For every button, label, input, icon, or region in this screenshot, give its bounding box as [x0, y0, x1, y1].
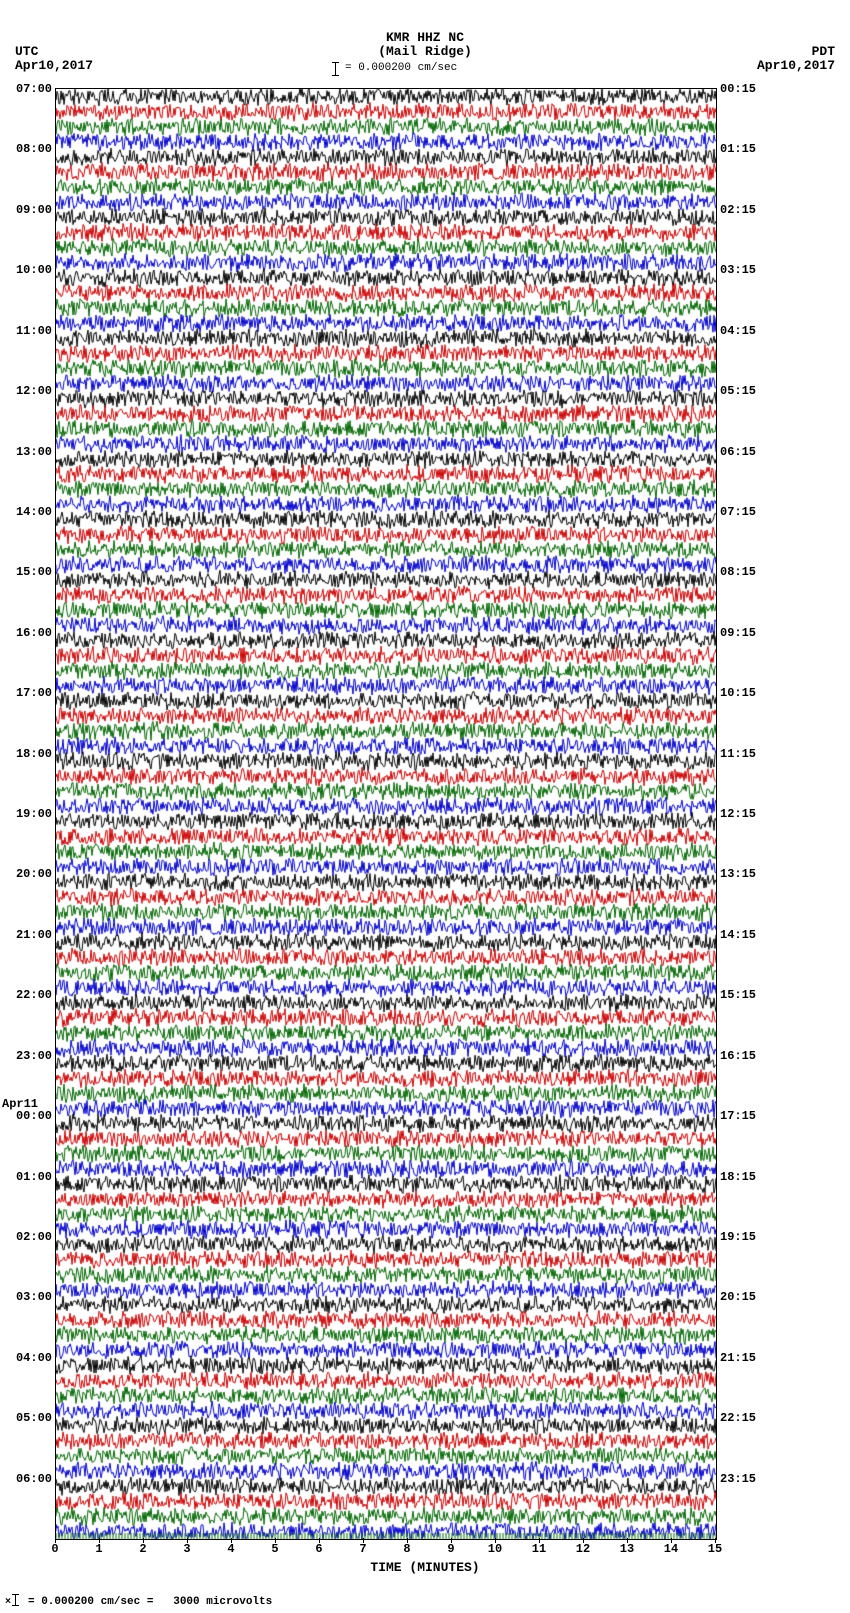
scale-bar-icon: [335, 62, 336, 76]
pdt-hour-label: 04:15: [720, 324, 756, 338]
pdt-hour-label: 23:15: [720, 1472, 756, 1486]
pdt-hour-label: 07:15: [720, 505, 756, 519]
x-tick-label: 8: [403, 1542, 410, 1556]
utc-hour-label: 15:00: [2, 565, 52, 579]
left-date: Apr10,2017: [15, 58, 93, 73]
x-tick-label: 14: [664, 1542, 678, 1556]
x-tick-label: 5: [271, 1542, 278, 1556]
x-tick-label: 2: [139, 1542, 146, 1556]
pdt-hour-label: 10:15: [720, 686, 756, 700]
pdt-hour-label: 22:15: [720, 1411, 756, 1425]
utc-hour-label: 00:00: [2, 1109, 52, 1123]
x-tick: [583, 1538, 584, 1543]
pdt-hour-label: 17:15: [720, 1109, 756, 1123]
helicorder-plot: [55, 88, 717, 1540]
x-tick: [407, 1538, 408, 1543]
utc-hour-label: 09:00: [2, 203, 52, 217]
utc-hour-label: 12:00: [2, 384, 52, 398]
utc-hour-label: 23:00: [2, 1049, 52, 1063]
x-tick-label: 10: [488, 1542, 502, 1556]
utc-hour-label: 14:00: [2, 505, 52, 519]
x-tick-label: 12: [576, 1542, 590, 1556]
helicorder-container: KMR HHZ NC (Mail Ridge) = 0.000200 cm/se…: [0, 0, 850, 1613]
utc-hour-label: 18:00: [2, 747, 52, 761]
x-tick-label: 11: [532, 1542, 546, 1556]
x-tick: [231, 1538, 232, 1543]
pdt-hour-label: 19:15: [720, 1230, 756, 1244]
footer-scale-bar-icon: [15, 1594, 16, 1606]
left-timezone: UTC: [15, 44, 38, 59]
x-tick-label: 0: [51, 1542, 58, 1556]
x-tick: [187, 1538, 188, 1543]
x-tick: [451, 1538, 452, 1543]
pdt-hour-label: 08:15: [720, 565, 756, 579]
x-tick-label: 15: [708, 1542, 722, 1556]
x-tick-label: 3: [183, 1542, 190, 1556]
x-tick-label: 6: [315, 1542, 322, 1556]
x-tick: [275, 1538, 276, 1543]
scale-text: = 0.000200 cm/sec: [345, 62, 457, 74]
pdt-hour-label: 18:15: [720, 1170, 756, 1184]
x-tick-label: 7: [359, 1542, 366, 1556]
x-tick: [319, 1538, 320, 1543]
x-tick: [363, 1538, 364, 1543]
utc-hour-label: 01:00: [2, 1170, 52, 1184]
utc-hour-label: 04:00: [2, 1351, 52, 1365]
pdt-hour-label: 00:15: [720, 82, 756, 96]
utc-hour-label: 08:00: [2, 142, 52, 156]
utc-hour-label: 22:00: [2, 988, 52, 1002]
utc-day-break: Apr11: [2, 1097, 38, 1111]
pdt-hour-label: 05:15: [720, 384, 756, 398]
x-tick: [715, 1538, 716, 1543]
utc-hour-label: 21:00: [2, 928, 52, 942]
utc-hour-label: 19:00: [2, 807, 52, 821]
x-tick-label: 4: [227, 1542, 234, 1556]
pdt-hour-label: 14:15: [720, 928, 756, 942]
footer-scale-tick: ×: [5, 1597, 11, 1608]
x-tick: [99, 1538, 100, 1543]
right-timezone: PDT: [812, 44, 835, 59]
x-tick: [55, 1538, 56, 1543]
utc-hour-label: 17:00: [2, 686, 52, 700]
pdt-hour-label: 16:15: [720, 1049, 756, 1063]
station-location: (Mail Ridge): [378, 44, 472, 59]
x-tick: [143, 1538, 144, 1543]
utc-hour-label: 10:00: [2, 263, 52, 277]
pdt-hour-label: 21:15: [720, 1351, 756, 1365]
right-date: Apr10,2017: [757, 58, 835, 73]
pdt-hour-label: 09:15: [720, 626, 756, 640]
x-tick: [495, 1538, 496, 1543]
pdt-hour-label: 02:15: [720, 203, 756, 217]
utc-hour-label: 05:00: [2, 1411, 52, 1425]
utc-hour-label: 13:00: [2, 445, 52, 459]
x-tick: [671, 1538, 672, 1543]
helicorder-canvas: [56, 89, 716, 1539]
pdt-hour-label: 03:15: [720, 263, 756, 277]
utc-hour-label: 07:00: [2, 82, 52, 96]
x-axis-title: TIME (MINUTES): [370, 1560, 479, 1575]
utc-hour-label: 20:00: [2, 867, 52, 881]
utc-hour-label: 06:00: [2, 1472, 52, 1486]
pdt-hour-label: 20:15: [720, 1290, 756, 1304]
pdt-hour-label: 11:15: [720, 747, 756, 761]
pdt-hour-label: 12:15: [720, 807, 756, 821]
x-tick-label: 1: [95, 1542, 102, 1556]
x-tick-label: 9: [447, 1542, 454, 1556]
pdt-hour-label: 13:15: [720, 867, 756, 881]
pdt-hour-label: 06:15: [720, 445, 756, 459]
utc-hour-label: 03:00: [2, 1290, 52, 1304]
x-tick: [539, 1538, 540, 1543]
station-code: KMR HHZ NC: [386, 30, 464, 45]
footer-text: = 0.000200 cm/sec = 3000 microvolts: [28, 1596, 272, 1608]
x-tick: [627, 1538, 628, 1543]
pdt-hour-label: 15:15: [720, 988, 756, 1002]
utc-hour-label: 02:00: [2, 1230, 52, 1244]
utc-hour-label: 11:00: [2, 324, 52, 338]
x-tick-label: 13: [620, 1542, 634, 1556]
pdt-hour-label: 01:15: [720, 142, 756, 156]
utc-hour-label: 16:00: [2, 626, 52, 640]
